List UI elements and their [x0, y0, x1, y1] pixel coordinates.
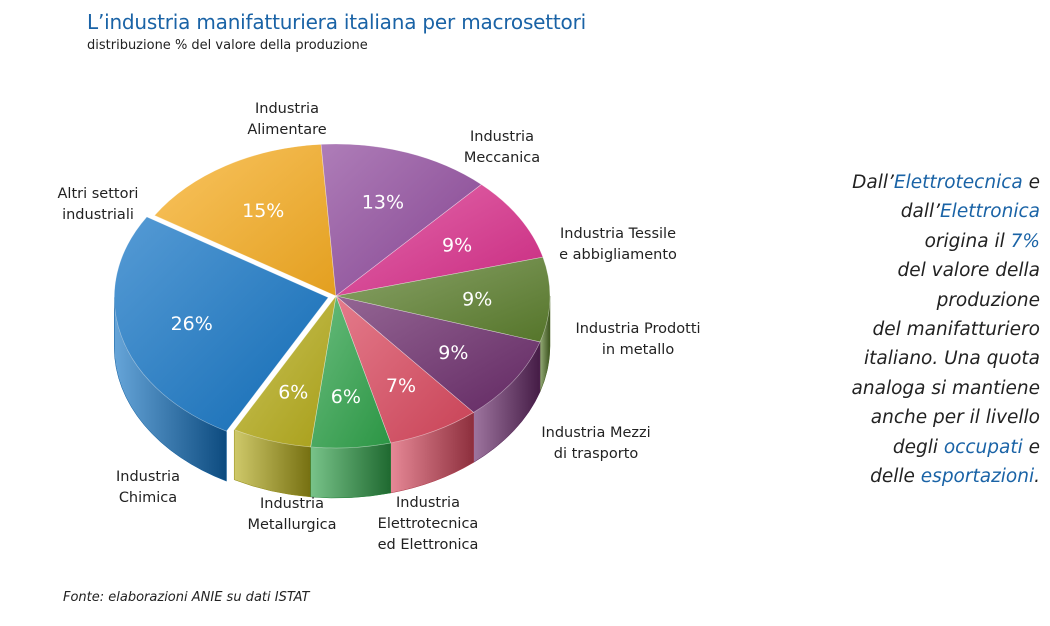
- note-line: delle esportazioni.: [810, 462, 1040, 491]
- slice-value-label: 15%: [242, 200, 284, 222]
- slice-category-label: Industria Tessile e abbigliamento: [559, 226, 677, 263]
- slice-value-label: 9%: [462, 288, 492, 310]
- pie-slice: [335, 184, 544, 297]
- note-line: origina il 7%: [810, 227, 1040, 256]
- slice-category-label: Altri settori industriali: [58, 186, 139, 223]
- pie-slice: [335, 295, 541, 413]
- slice-value-label: 6%: [278, 382, 308, 404]
- note-highlight: occupati: [943, 436, 1023, 458]
- side-note: Dall’Elettrotecnica e dall’Elettronica ori…: [810, 168, 1040, 491]
- slice-category-label: Industria Chimica: [116, 469, 180, 506]
- note-line: del valore della: [810, 256, 1041, 285]
- pie-slice: [320, 143, 482, 297]
- note-text: origina il: [924, 230, 1011, 252]
- note-text: analoga si mantiene: [851, 377, 1040, 399]
- pie-slice: [154, 144, 337, 297]
- pie-slice: [113, 216, 329, 432]
- note-highlight: esportazioni: [920, 466, 1035, 488]
- note-line: degli occupati e: [810, 433, 1040, 462]
- slice-value-label: 26%: [171, 313, 213, 335]
- chart-source: Fonte: elaborazioni ANIE su dati ISTAT: [63, 590, 310, 605]
- slice-category-label: Industria Meccanica: [464, 129, 540, 166]
- slice-value-label: 6%: [331, 386, 361, 408]
- slice-category-label: Industria Mezzi di trasporto: [541, 425, 650, 462]
- note-line: anche per il livello: [810, 403, 1040, 432]
- note-text: dall’: [900, 201, 940, 223]
- note-line: Dall’Elettrotecnica e: [810, 168, 1040, 197]
- note-text: degli: [892, 436, 944, 458]
- note-text: del valore della: [897, 260, 1041, 282]
- note-line: dall’Elettronica: [810, 197, 1040, 226]
- note-text: Dall’: [852, 172, 894, 193]
- note-highlight: Elettrotecnica: [893, 172, 1023, 193]
- note-text: e: [1022, 436, 1040, 458]
- slice-category-label: Industria Alimentare: [247, 101, 326, 138]
- slice-value-label: 9%: [438, 342, 468, 364]
- note-line: produzione: [810, 286, 1040, 315]
- slice-category-label: Industria Metallurgica: [247, 496, 336, 533]
- note-text: delle: [870, 466, 921, 488]
- note-line: analoga si mantiene: [810, 374, 1040, 403]
- pie-slice-side: [310, 442, 391, 499]
- note-highlight: 7%: [1010, 230, 1040, 252]
- slice-value-label: 9%: [442, 234, 472, 256]
- note-line: del manifatturiero: [810, 315, 1040, 344]
- note-text: e: [1022, 172, 1040, 193]
- note-text: anche per il livello: [870, 407, 1040, 429]
- chart-subtitle: distribuzione % del valore della produzi…: [87, 38, 368, 53]
- note-text: .: [1034, 466, 1040, 488]
- slice-category-label: Industria Elettrotecnica ed Elettronica: [378, 495, 479, 553]
- note-line: italiano. Una quota: [810, 344, 1040, 373]
- slice-category-label: Industria Prodotti in metallo: [575, 321, 700, 358]
- note-text: del manifatturiero: [872, 319, 1040, 341]
- slice-value-label: 13%: [362, 191, 404, 213]
- slice-value-label: 7%: [386, 375, 416, 397]
- note-text: produzione: [936, 289, 1040, 311]
- note-text: italiano. Una quota: [863, 348, 1040, 370]
- pie-slice: [233, 295, 337, 448]
- pie-slice: [335, 256, 551, 343]
- note-highlight: Elettronica: [939, 201, 1040, 223]
- chart-title: L’industria manifatturiera italiana per …: [87, 10, 586, 34]
